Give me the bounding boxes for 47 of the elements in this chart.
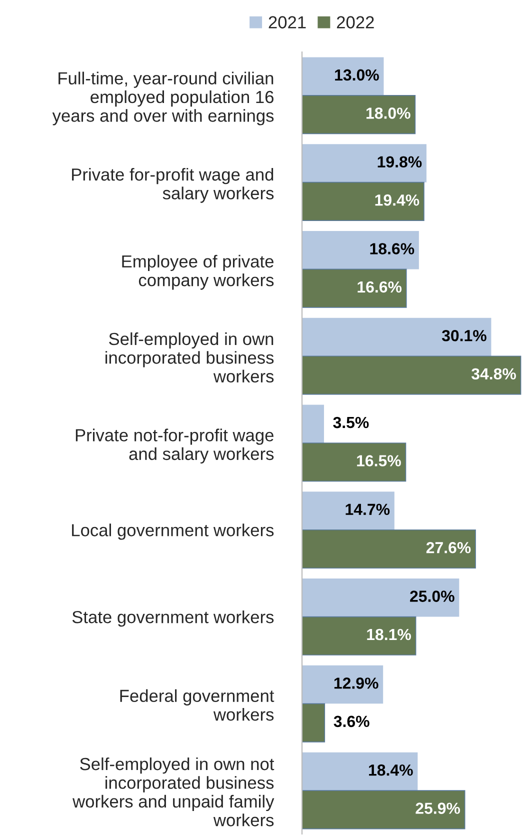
y-tick-label: Self-employed in own incorporated business workers <box>106 332 274 383</box>
data-label: 12.9% <box>334 678 378 689</box>
data-label: 34.8% <box>471 368 516 380</box>
bar <box>302 356 522 395</box>
data-label: 13.0% <box>335 69 379 81</box>
legend-label: 2022 <box>336 16 374 28</box>
bar <box>302 665 384 704</box>
data-label: 18.4% <box>369 764 413 776</box>
bar <box>302 95 416 134</box>
y-tick-label: Full-time, year-round civilian employed population 16 years and over with earnings <box>52 72 274 126</box>
data-label: 30.1% <box>442 330 486 342</box>
bar <box>302 57 384 96</box>
bar <box>302 318 492 356</box>
y-tick-label: Employee of private company workers <box>122 254 274 290</box>
data-label: 14.7% <box>346 504 390 516</box>
data-label: 25.0% <box>410 590 454 602</box>
y-tick-label: Private for-profit wage and salary workers <box>72 168 274 203</box>
bar <box>302 578 460 617</box>
bar <box>302 616 416 656</box>
data-label: 27.6% <box>426 542 471 554</box>
y-tick-label: Private not-for-profit wage and salary workers <box>76 428 274 464</box>
bar <box>302 442 406 482</box>
bar <box>302 230 419 270</box>
data-label: 19.4% <box>375 194 420 206</box>
legend-label: 2021 <box>268 16 306 28</box>
bar <box>302 268 407 308</box>
bar <box>302 703 326 742</box>
data-label: 19.8% <box>378 156 422 168</box>
y-tick-label: Federal government workers <box>120 689 274 721</box>
bar <box>302 404 324 443</box>
data-label: 18.1% <box>367 628 411 640</box>
y-tick-label: Local government workers <box>72 524 274 540</box>
bar <box>302 182 424 221</box>
data-label: 18.6% <box>370 243 414 254</box>
y-tick-label: State government workers <box>72 610 274 627</box>
data-label: 18.0% <box>366 108 410 119</box>
data-label: 3.5% <box>333 416 369 428</box>
bar <box>302 790 466 830</box>
data-label: 3.6% <box>334 716 370 728</box>
data-label: 16.5% <box>357 455 401 466</box>
data-label: 16.6% <box>358 281 402 293</box>
data-label: 25.9% <box>416 802 460 814</box>
y-tick-label: Self-employed in own not incorporated business workers and unpaid family workers <box>72 757 274 826</box>
bar <box>302 529 476 569</box>
bar <box>302 144 426 182</box>
bar <box>302 752 418 791</box>
bar <box>302 492 394 530</box>
